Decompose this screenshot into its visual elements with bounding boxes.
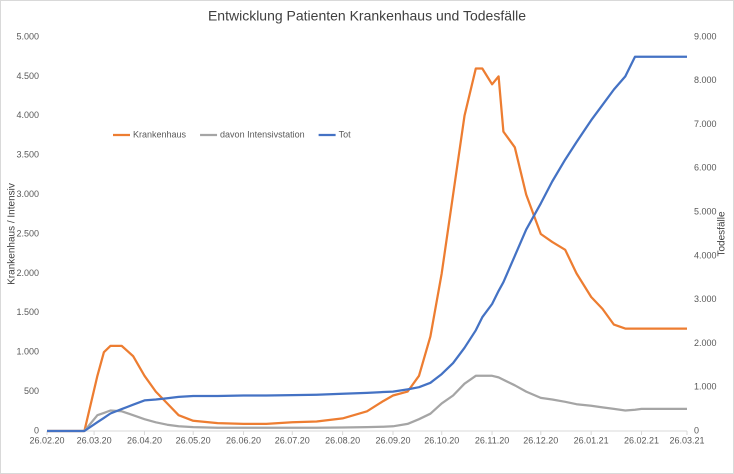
y-tick-label: 4.500 [16,71,39,81]
y2-tick-label: 4.000 [694,250,717,260]
y2-tick-label: 6.000 [694,163,717,173]
series-line [47,374,687,433]
y-tick-label: 4.000 [16,110,39,120]
x-tick-label: 26.06.20 [226,435,261,445]
y-tick-label: 1.000 [16,347,39,357]
y-tick-label: 500 [24,386,39,396]
x-tick-label: 26.07.20 [275,435,310,445]
y-tick-label: 0 [34,425,39,435]
x-tick-label: 26.08.20 [325,435,360,445]
y-tick-label: 1.500 [16,307,39,317]
y2-tick-label: 7.000 [694,119,717,129]
y2-axis-title: Todesfälle [717,211,728,256]
y-tick-label: 3.000 [16,189,39,199]
x-tick-label: 26.02.20 [29,435,64,445]
x-tick-label: 26.10.20 [424,435,459,445]
y2-tick-label: 8.000 [694,75,717,85]
y-tick-label: 2.000 [16,268,39,278]
x-tick-label: 26.05.20 [176,435,211,445]
x-tick-label: 26.03.21 [669,435,704,445]
y2-tick-label: 9.000 [694,31,717,41]
legend-label: davon Intensivstation [220,129,305,139]
y2-tick-label: 1.000 [694,382,717,392]
y2-tick-label: 3.000 [694,294,717,304]
y2-tick-label: 2.000 [694,338,717,348]
x-tick-label: 26.12.20 [523,435,558,445]
chart-title: Entwicklung Patienten Krankenhaus und To… [208,8,526,24]
series-line [47,55,687,433]
legend-label: Tot [339,129,352,139]
y2-tick-label: 0 [694,425,699,435]
y-tick-label: 5.000 [16,31,39,41]
x-tick-label: 26.09.20 [375,435,410,445]
y-axis-title: Krankenhaus / Intensiv [7,183,18,285]
series-line [47,67,687,433]
x-tick-label: 26.11.20 [475,435,509,445]
y-tick-label: 2.500 [16,228,39,238]
x-tick-label: 26.02.21 [624,435,659,445]
legend-label: Krankenhaus [133,129,187,139]
x-tick-label: 26.03.20 [77,435,112,445]
y2-tick-label: 5.000 [694,206,717,216]
y-tick-label: 3.500 [16,150,39,160]
x-tick-label: 26.04.20 [127,435,162,445]
x-tick-label: 26.01.21 [574,435,609,445]
